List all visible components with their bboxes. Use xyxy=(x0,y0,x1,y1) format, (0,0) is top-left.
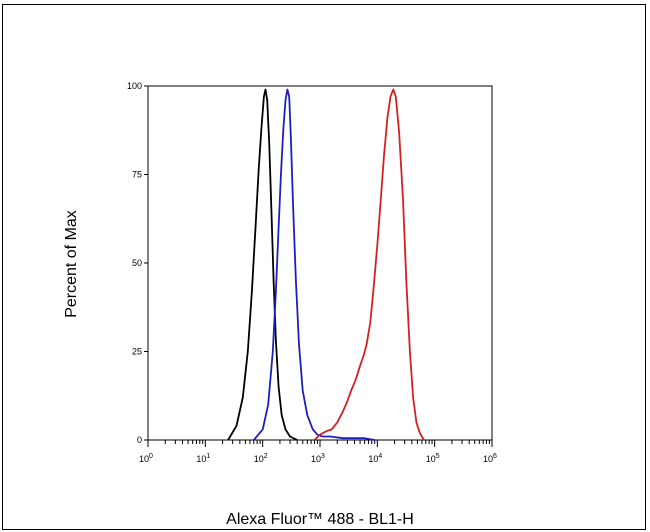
histogram-series-1 xyxy=(227,88,298,441)
x-tick-label: 102 xyxy=(254,453,268,464)
histogram-series-3 xyxy=(313,88,425,441)
histogram-series-2 xyxy=(253,88,375,441)
chart-frame xyxy=(2,4,646,530)
y-tick-label: 0 xyxy=(137,435,142,445)
y-tick-label: 25 xyxy=(132,347,142,357)
y-tick-label: 100 xyxy=(127,81,142,91)
y-tick-label: 75 xyxy=(132,170,142,180)
x-tick-label: 103 xyxy=(311,453,325,464)
x-tick-label: 106 xyxy=(483,453,497,464)
plot-area xyxy=(147,85,493,441)
axes: 0 25 50 75 100 100 101 102 103 104 105 106 xyxy=(127,81,497,464)
x-tick-label: 100 xyxy=(139,453,153,464)
y-axis-title: Percent of Max xyxy=(63,210,80,318)
x-tick-label: 105 xyxy=(426,453,440,464)
y-tick-label: 50 xyxy=(132,258,142,268)
series-layer xyxy=(227,88,425,441)
x-tick-label: 101 xyxy=(196,453,210,464)
x-axis-title: Alexa Fluor™ 488 - BL1-H xyxy=(226,511,414,528)
x-tick-label: 104 xyxy=(368,453,382,464)
